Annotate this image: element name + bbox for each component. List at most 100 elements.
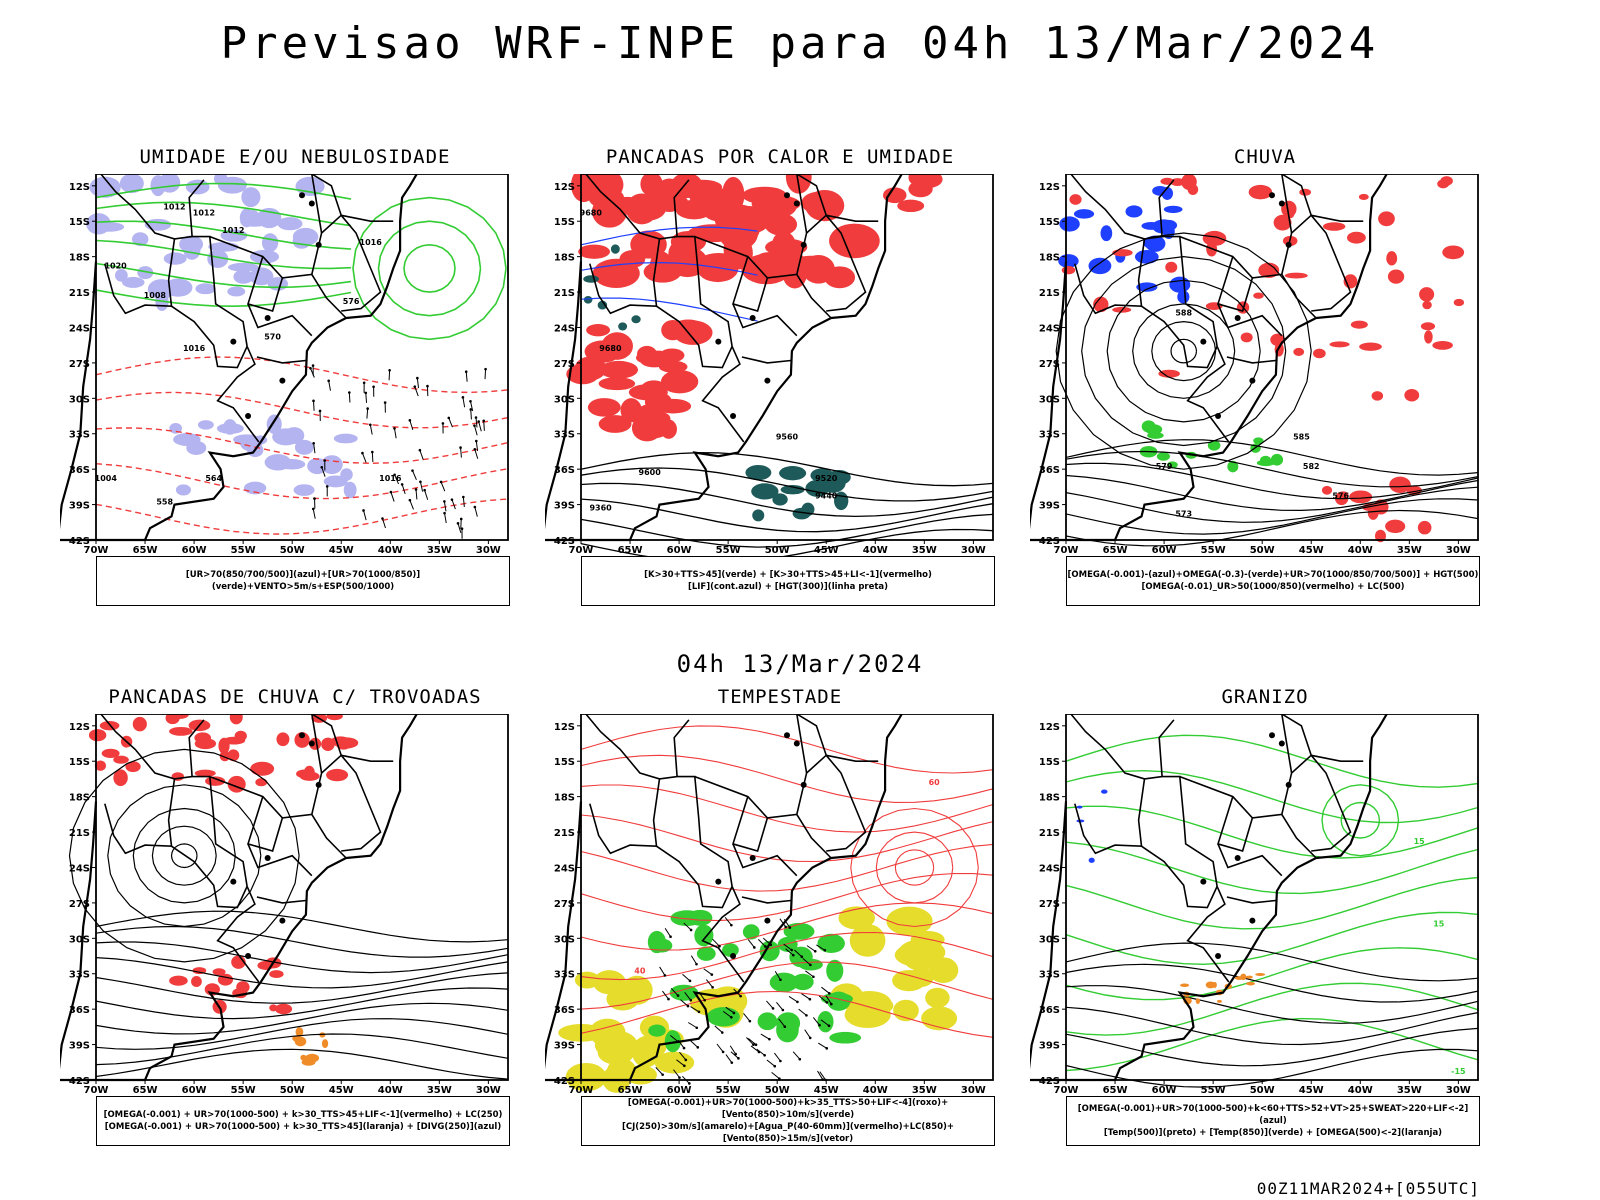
lat-tick-label: 33S xyxy=(1039,970,1060,981)
lat-tick-label: 15S xyxy=(1039,757,1060,768)
wind-arrow-head xyxy=(771,1007,775,1010)
wind-arrow-head xyxy=(748,1019,752,1023)
lon-tick-label: 60W xyxy=(667,545,692,556)
lake-marker xyxy=(264,855,271,862)
wind-arrow-head xyxy=(313,497,316,500)
thunderstorm-area-red xyxy=(191,975,202,988)
pwat-contour-red xyxy=(580,990,994,1038)
country-border xyxy=(826,214,879,222)
pwat-contour-red xyxy=(875,831,954,904)
wind-arrow-head xyxy=(383,401,387,404)
humidity-area-blue xyxy=(86,213,111,235)
thunderstorm-area-red xyxy=(194,769,216,777)
temp500-contour-black xyxy=(1065,1027,1479,1067)
wind-arrow-head xyxy=(418,448,422,452)
jet-area-yellow xyxy=(905,952,935,971)
wind-arrow-head xyxy=(823,948,827,952)
country-border xyxy=(171,305,248,369)
wind-arrow xyxy=(712,938,720,947)
humidity-area-blue xyxy=(220,229,248,242)
lon-tick-label: 65W xyxy=(133,545,158,556)
lat-tick-label: 27S xyxy=(554,899,575,910)
legend-line: [OMEGA(-0.001)+UR>70(1000-500)+k>35_TTS>… xyxy=(627,1098,949,1120)
panel-trovoadas: PANCADAS DE CHUVA C/ TROVOADAS 12S 15S 18S… xyxy=(60,686,540,1156)
rain-area-red xyxy=(1424,330,1433,344)
country-border xyxy=(585,174,745,443)
wind-arrow xyxy=(779,918,787,928)
rain-area-red xyxy=(1273,214,1292,231)
lon-tick-label: 35W xyxy=(427,1085,452,1096)
convection-area-red xyxy=(586,323,611,337)
convection-area-red xyxy=(599,360,639,379)
hail-area-blue xyxy=(1076,805,1083,809)
legend-granizo: [OMEGA(-0.001)+UR>70(1000-500)+k<60+TTS>… xyxy=(1066,1096,1480,1146)
wind-arrow xyxy=(729,1045,737,1055)
lon-tick-label: 50W xyxy=(765,545,790,556)
contour-label: 9360 xyxy=(589,503,612,512)
wind850-area-green xyxy=(827,991,851,1011)
jet-area-yellow xyxy=(654,1051,695,1074)
country-border xyxy=(1281,174,1293,234)
humidity-area-blue xyxy=(277,217,303,231)
contour-label: 15 xyxy=(1414,837,1426,846)
pwat-contour-red xyxy=(580,843,994,892)
map-granizo: 15 15 -15 12S 15S 18S 21S 24S 27S 30S 33S 36S 39S 42S… xyxy=(1030,714,1479,1096)
wind-arrow-head xyxy=(320,465,324,469)
lat-tick-label: 15S xyxy=(69,757,90,768)
lat-tick-label: 36S xyxy=(1039,465,1060,476)
country-border xyxy=(340,214,382,312)
lat-tick-label: 12S xyxy=(69,722,90,733)
wind-arrow-head xyxy=(663,974,667,977)
wind-arrow-head xyxy=(408,498,412,502)
thunderstorm-area-red xyxy=(234,730,247,742)
thunderstorm-area-red xyxy=(113,755,129,764)
jet-area-yellow xyxy=(624,1065,657,1085)
wind-arrow-head xyxy=(461,396,465,399)
hgt500-contour xyxy=(1065,439,1479,476)
wind-arrow-head xyxy=(711,986,714,989)
lat-tick-label: 27S xyxy=(1039,359,1060,370)
wind-arrow xyxy=(313,400,315,411)
wind-arrow xyxy=(820,1019,830,1027)
rain-area-red xyxy=(1329,341,1350,348)
lon-tick-label: 30W xyxy=(1446,545,1471,556)
contour-label: 573 xyxy=(1175,509,1192,518)
lat-tick-label: 24S xyxy=(69,863,90,874)
lake-marker xyxy=(1285,781,1292,788)
wind-arrow xyxy=(659,966,666,976)
lat-tick-label: 30S xyxy=(554,934,575,945)
wind-arrow xyxy=(788,996,798,1003)
rain-area-red xyxy=(1069,194,1082,205)
lat-tick-label: 27S xyxy=(69,899,90,910)
lon-tick-label: 50W xyxy=(280,1085,305,1096)
country-border xyxy=(1141,845,1218,909)
wind-arrow xyxy=(412,470,417,481)
lat-tick-label: 42S xyxy=(69,536,90,547)
lake-marker xyxy=(315,241,322,248)
humidity-contour-green xyxy=(377,220,482,317)
wind-arrow-head xyxy=(327,379,330,383)
wind-arrow-head xyxy=(689,998,693,1002)
country-border xyxy=(825,754,867,852)
wind-arrow xyxy=(451,499,456,510)
wind-arrow xyxy=(825,995,832,1005)
lon-tick-label: 35W xyxy=(427,545,452,556)
lat-tick-label: 21S xyxy=(69,288,90,299)
wind-arrow xyxy=(746,1037,754,1046)
lat-tick-label: 30S xyxy=(69,934,90,945)
contour-label: 576 xyxy=(343,297,360,306)
humidity-area-blue xyxy=(195,283,216,295)
legend-line: [OMEGA(-0.001) + UR>70(1000-500) + k>30_… xyxy=(104,1122,502,1132)
wind-arrow xyxy=(747,939,755,948)
wind-arrow-head xyxy=(669,935,672,939)
humidity-contour-green xyxy=(95,201,352,227)
humidity-area-blue xyxy=(163,278,193,297)
wind-arrow-head xyxy=(311,364,315,367)
thunderstorm-area-red xyxy=(94,760,106,771)
wind-arrow-head xyxy=(473,505,477,509)
wind-arrow-head xyxy=(763,1053,766,1057)
wind-arrow xyxy=(473,425,478,436)
country-border xyxy=(673,719,690,777)
lake-marker xyxy=(764,377,771,384)
wind-arrow-head xyxy=(474,416,478,419)
